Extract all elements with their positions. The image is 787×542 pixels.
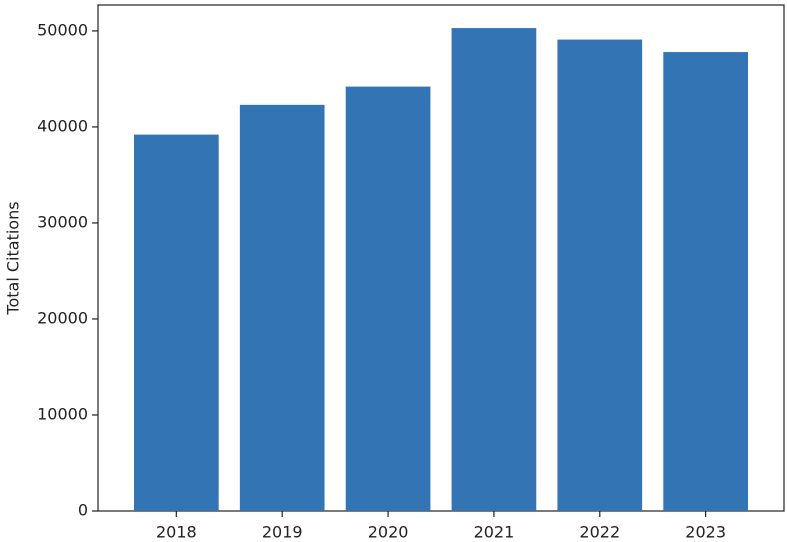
plot-frame — [97, 4, 785, 512]
bar — [133, 134, 219, 512]
bar — [451, 28, 537, 512]
bar — [663, 52, 749, 512]
y-tick-label: 30000 — [37, 212, 88, 231]
x-tick-label: 2020 — [368, 523, 409, 542]
y-tick-label: 10000 — [37, 404, 88, 423]
bar — [345, 86, 431, 511]
x-tick-label: 2023 — [685, 523, 726, 542]
x-tick-label: 2019 — [262, 523, 303, 542]
y-tick-label: 20000 — [37, 308, 88, 327]
bar — [557, 39, 643, 512]
y-tick-label: 0 — [78, 501, 88, 520]
y-tick-label: 50000 — [37, 20, 88, 39]
y-tick-label: 40000 — [37, 116, 88, 135]
x-tick-label: 2018 — [156, 523, 197, 542]
x-tick-label: 2022 — [579, 523, 620, 542]
y-axis-label: Total Citations — [4, 201, 23, 315]
x-tick-label: 2021 — [474, 523, 515, 542]
bar — [239, 104, 325, 512]
